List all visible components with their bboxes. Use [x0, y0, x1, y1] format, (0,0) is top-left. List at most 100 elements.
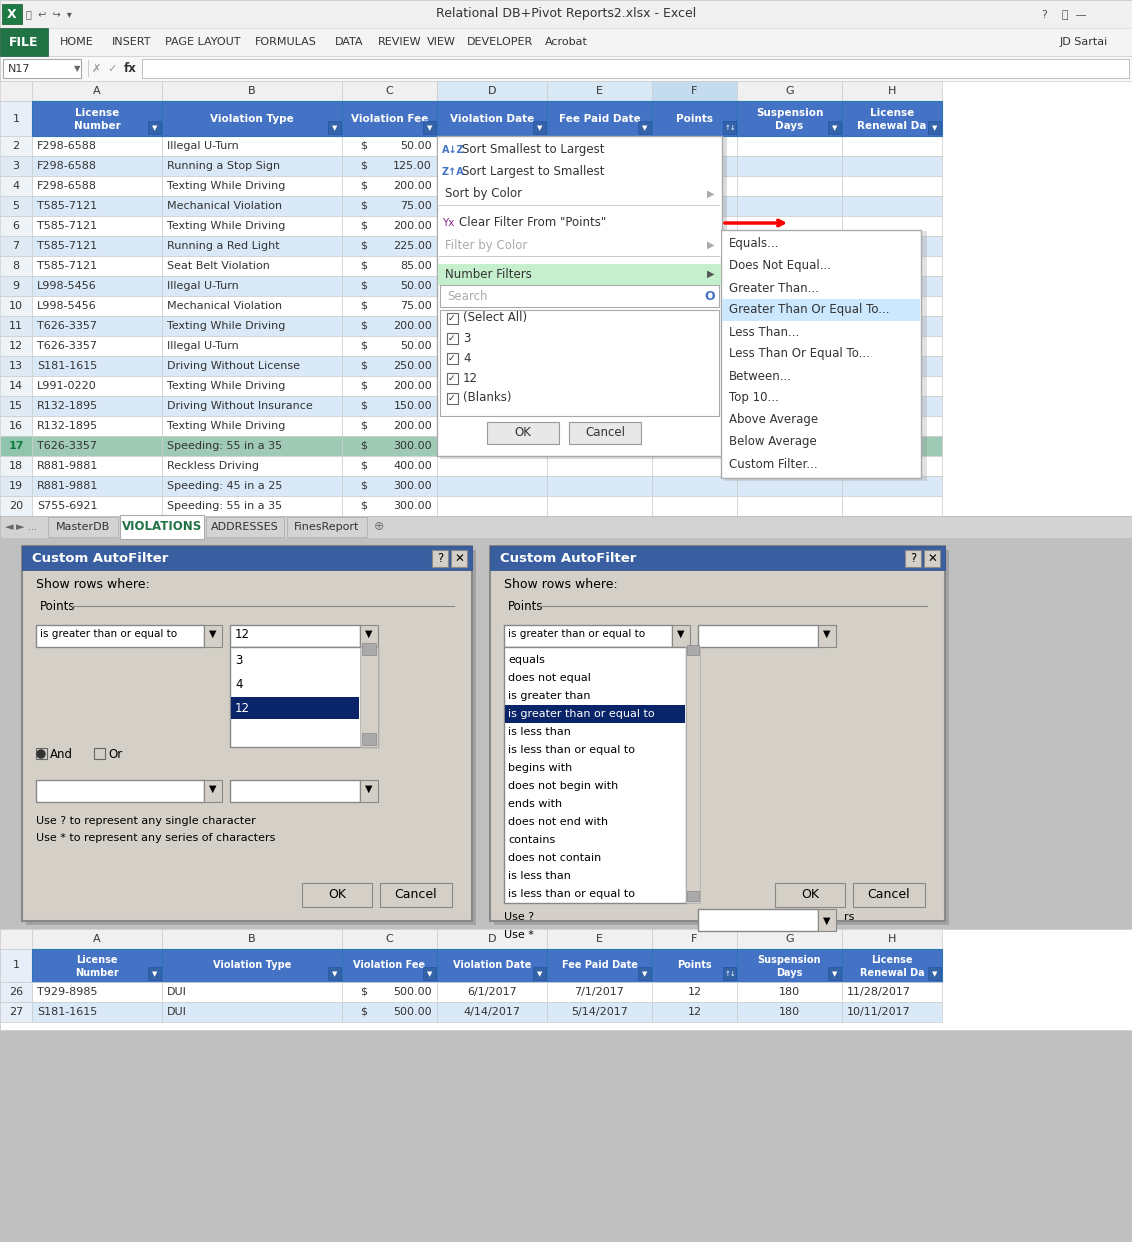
Bar [342, 436, 437, 456]
Bar [204, 625, 222, 647]
Bar [504, 625, 672, 647]
Bar [342, 256, 437, 276]
Text: Filter by Color: Filter by Color [445, 238, 528, 251]
Bar [437, 256, 547, 276]
Bar [842, 456, 942, 476]
Text: 125.00: 125.00 [393, 161, 432, 171]
Bar [437, 337, 547, 356]
Bar [162, 416, 342, 436]
Bar [438, 140, 721, 161]
Bar [148, 968, 161, 980]
Bar [302, 883, 372, 907]
Text: DUI: DUI [168, 987, 187, 997]
Bar [737, 176, 842, 196]
Bar [342, 196, 437, 216]
Bar [162, 81, 342, 101]
Text: does not end with: does not end with [508, 817, 608, 827]
Bar [437, 176, 547, 196]
Text: 13: 13 [9, 361, 23, 371]
Bar [842, 982, 942, 1002]
Bar [723, 120, 736, 134]
Bar [438, 265, 721, 284]
Bar [652, 436, 737, 456]
Text: ▼: ▼ [677, 628, 685, 638]
Text: ▼: ▼ [538, 971, 542, 977]
Bar [842, 949, 942, 982]
Text: Running a Stop Sign: Running a Stop Sign [168, 161, 280, 171]
Bar [547, 456, 652, 476]
Bar [437, 356, 547, 376]
Bar [342, 476, 437, 496]
Text: ▼: ▼ [933, 125, 937, 130]
Bar [342, 276, 437, 296]
Bar [0, 137, 32, 156]
Bar [120, 515, 204, 539]
Text: ?: ? [910, 553, 916, 565]
Text: Greater Than Or Equal To...: Greater Than Or Equal To... [729, 303, 890, 317]
Bar [547, 356, 652, 376]
Text: equals: equals [508, 655, 544, 664]
Bar [0, 416, 32, 436]
Bar [687, 645, 698, 655]
Bar [0, 196, 32, 216]
Text: T626-3357: T626-3357 [37, 441, 97, 451]
Text: begins with: begins with [508, 763, 573, 773]
Text: 300.00: 300.00 [394, 441, 432, 451]
Bar [842, 476, 942, 496]
Bar [0, 356, 32, 376]
Text: ▼: ▼ [728, 971, 732, 977]
Bar [0, 1002, 32, 1022]
Text: ▼: ▼ [333, 125, 337, 130]
Bar [652, 929, 737, 949]
Text: Fee Paid Date: Fee Paid Date [558, 113, 641, 123]
Text: 4: 4 [235, 677, 242, 691]
Text: Use ? to represent any single character: Use ? to represent any single character [36, 816, 256, 826]
Bar [0, 315, 32, 337]
Text: Violation Date: Violation Date [453, 960, 531, 970]
Bar [638, 120, 651, 134]
Bar [0, 476, 32, 496]
Text: 200.00: 200.00 [393, 381, 432, 391]
Text: ✕: ✕ [454, 553, 464, 565]
Text: does not contain: does not contain [508, 853, 601, 863]
Bar [32, 496, 162, 515]
Text: Texting While Driving: Texting While Driving [168, 421, 285, 431]
Text: 75.00: 75.00 [401, 301, 432, 310]
Text: 12: 12 [9, 342, 23, 351]
Bar [162, 436, 342, 456]
Bar [842, 256, 942, 276]
Text: O: O [705, 289, 715, 303]
Text: (Blanks): (Blanks) [463, 391, 512, 405]
Text: Running a Red Light: Running a Red Light [168, 241, 280, 251]
Text: N17: N17 [8, 65, 31, 75]
Text: $: $ [360, 181, 367, 191]
Bar [162, 476, 342, 496]
Text: 10: 10 [9, 301, 23, 310]
Bar [437, 416, 547, 436]
Bar [437, 216, 547, 236]
Text: Mechanical Violation: Mechanical Violation [168, 201, 282, 211]
Text: Yx: Yx [441, 219, 454, 229]
Text: DEVELOPER: DEVELOPER [468, 37, 533, 47]
Bar [737, 236, 842, 256]
Bar [440, 310, 719, 416]
Bar [3, 60, 82, 78]
Bar [342, 315, 437, 337]
Text: ✓: ✓ [447, 334, 455, 343]
Bar [437, 315, 547, 337]
Bar [0, 29, 48, 56]
Text: 300.00: 300.00 [394, 481, 432, 491]
Bar [737, 276, 842, 296]
Text: ▼: ▼ [153, 125, 157, 130]
Bar [342, 176, 437, 196]
Bar [547, 1002, 652, 1022]
Text: ADDRESSES: ADDRESSES [212, 522, 278, 532]
Bar [842, 81, 942, 101]
Bar [438, 212, 721, 233]
Text: does not begin with: does not begin with [508, 781, 618, 791]
Bar [206, 517, 284, 537]
Bar [547, 137, 652, 156]
Text: Above Average: Above Average [729, 414, 818, 426]
Text: 12: 12 [687, 1007, 702, 1017]
Text: 180: 180 [779, 987, 800, 997]
